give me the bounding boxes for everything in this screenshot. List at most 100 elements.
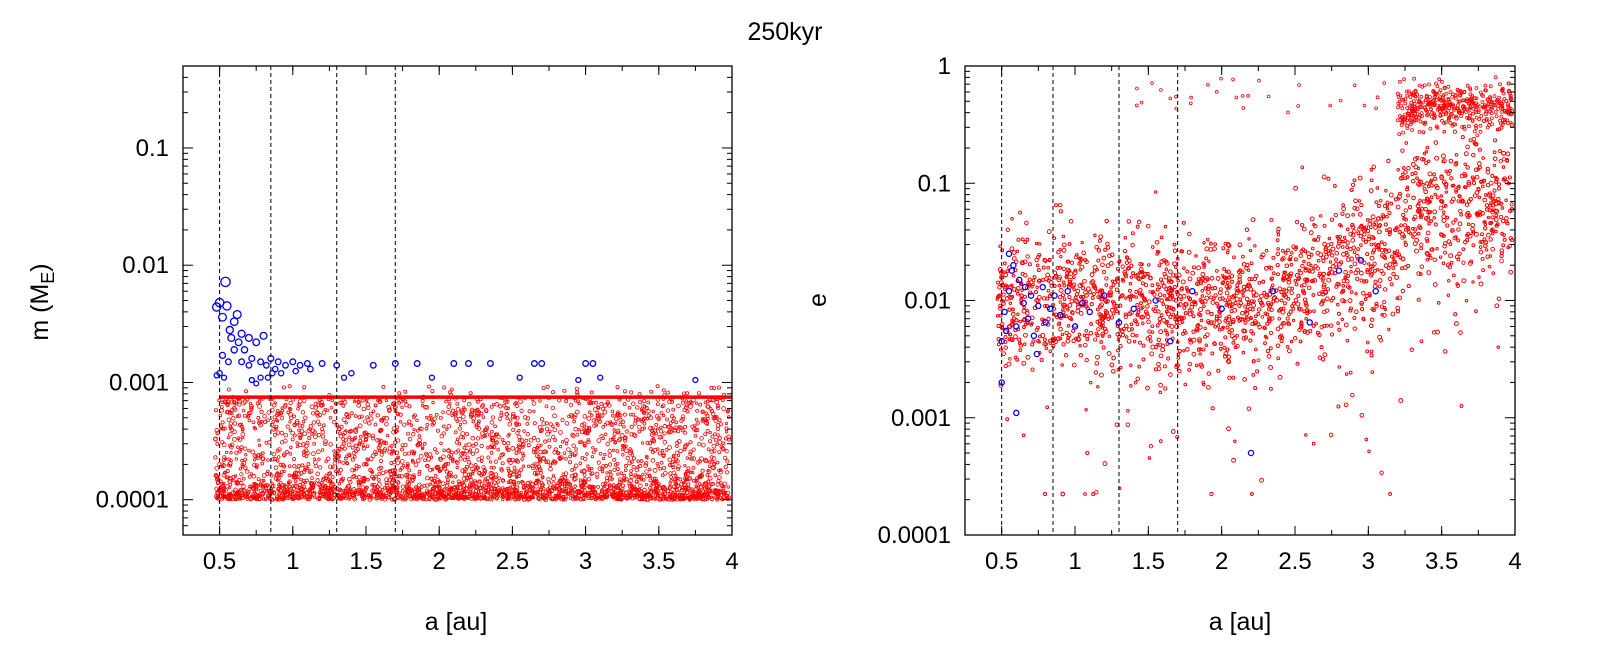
planetesimal-point bbox=[469, 472, 473, 476]
planetesimal-point bbox=[456, 479, 461, 484]
planetesimal-point bbox=[515, 459, 521, 464]
planetesimal-point bbox=[296, 471, 302, 477]
planetesimal-point bbox=[539, 443, 543, 447]
planetesimal-point bbox=[628, 450, 633, 456]
planetesimal-point bbox=[696, 421, 700, 425]
planetesimal-point bbox=[464, 432, 470, 437]
planetesimal-point bbox=[684, 403, 689, 408]
planetesimal-point bbox=[426, 384, 431, 389]
planetesimal-point bbox=[302, 385, 307, 390]
planetesimal-point bbox=[355, 447, 360, 452]
planetesimal-point bbox=[644, 461, 649, 466]
planetesimal-point bbox=[447, 472, 452, 477]
planetesimal-point bbox=[441, 410, 445, 414]
eccentricity-panel-x-axis-label: a [au] bbox=[1209, 608, 1272, 636]
embryo-point bbox=[240, 346, 249, 354]
planetesimal-point bbox=[640, 407, 644, 411]
planetesimal-point bbox=[418, 454, 424, 459]
planetesimal-point bbox=[604, 488, 609, 493]
planetesimal-point bbox=[285, 424, 290, 429]
planetesimal-point bbox=[711, 456, 717, 461]
planetesimal-point bbox=[370, 453, 376, 459]
planetesimal-point bbox=[672, 477, 677, 482]
planetesimal-point bbox=[672, 495, 678, 501]
planetesimal-point bbox=[363, 419, 368, 424]
embryo-point bbox=[225, 325, 235, 335]
planetesimal-point bbox=[279, 415, 285, 421]
planetesimal-point bbox=[270, 422, 275, 427]
planetesimal-point bbox=[1501, 157, 1506, 162]
planetesimal-point bbox=[465, 455, 470, 460]
planetesimal-point bbox=[229, 442, 235, 448]
planetesimal-point bbox=[498, 404, 503, 409]
planetesimal-point bbox=[415, 428, 420, 433]
planetesimal-point bbox=[320, 448, 325, 452]
planetesimal-point bbox=[441, 464, 446, 469]
planetesimal-point bbox=[400, 405, 404, 409]
planetesimal-point bbox=[680, 414, 686, 419]
planetesimal-point bbox=[674, 473, 678, 478]
planetesimal-point bbox=[650, 458, 656, 463]
planetesimal-point bbox=[572, 467, 577, 471]
planetesimal-point bbox=[725, 490, 730, 496]
planetesimal-point bbox=[401, 496, 405, 501]
planetesimal-point bbox=[724, 430, 729, 434]
planetesimal-point bbox=[544, 404, 549, 409]
planetesimal-point bbox=[381, 384, 386, 389]
planetesimal-point bbox=[616, 472, 620, 476]
planetesimal-point bbox=[609, 472, 613, 477]
planetesimal-point bbox=[541, 386, 546, 391]
planetesimal-point bbox=[647, 473, 652, 478]
planetesimal-point bbox=[519, 467, 524, 472]
planetesimal-point bbox=[277, 490, 283, 496]
planetesimal-point bbox=[458, 422, 463, 427]
planetesimal-point bbox=[490, 415, 495, 420]
planetesimal-point bbox=[539, 416, 545, 422]
planetesimal-point bbox=[446, 404, 452, 410]
planetesimal-point bbox=[271, 451, 277, 457]
planetesimal-point bbox=[266, 488, 270, 493]
planetesimal-point bbox=[615, 449, 620, 453]
planetesimal-point bbox=[332, 419, 337, 425]
planetesimal-point bbox=[499, 467, 504, 471]
mass-panel-x-axis-label: a [au] bbox=[425, 608, 488, 636]
planetesimal-point bbox=[721, 406, 727, 411]
planetesimal-point bbox=[370, 470, 375, 475]
planetesimal-point bbox=[556, 423, 560, 427]
embryo-point bbox=[413, 360, 421, 367]
planetesimal-point bbox=[544, 460, 549, 464]
planetesimal-point bbox=[217, 398, 221, 403]
planetesimal-point bbox=[219, 405, 224, 409]
planetesimal-point bbox=[548, 429, 552, 433]
planetesimal-point bbox=[255, 493, 260, 498]
planetesimal-point bbox=[471, 471, 475, 476]
planetesimal-point bbox=[350, 445, 355, 450]
planetesimal-point bbox=[661, 413, 666, 418]
planetesimal-point bbox=[234, 457, 238, 461]
embryo-point bbox=[222, 301, 232, 311]
planetesimal-point bbox=[568, 402, 574, 407]
planetesimal-point bbox=[607, 453, 613, 458]
planetesimal-point bbox=[238, 467, 242, 471]
planetesimal-point bbox=[579, 440, 584, 444]
planetesimal-point bbox=[301, 442, 306, 447]
planetesimal-point bbox=[600, 469, 605, 474]
planetesimal-point bbox=[527, 409, 532, 414]
planetesimal-point bbox=[538, 466, 542, 471]
planetesimal-point bbox=[366, 405, 371, 410]
planetesimal-point bbox=[708, 430, 712, 435]
planetesimal-point bbox=[1382, 299, 1387, 305]
planetesimal-point bbox=[499, 452, 504, 458]
planetesimal-point bbox=[468, 486, 473, 492]
planetesimal-point bbox=[713, 473, 718, 478]
planetesimal-point bbox=[288, 428, 293, 432]
planetesimal-point bbox=[499, 413, 504, 418]
planetesimal-point bbox=[274, 494, 280, 500]
planetesimal-point bbox=[357, 415, 362, 420]
planetesimal-point bbox=[545, 459, 551, 465]
planetesimal-point bbox=[676, 453, 681, 458]
planetesimal-point bbox=[287, 473, 292, 478]
planetesimal-point bbox=[468, 391, 473, 396]
planetesimal-point bbox=[256, 477, 261, 482]
planetesimal-point bbox=[694, 401, 699, 405]
